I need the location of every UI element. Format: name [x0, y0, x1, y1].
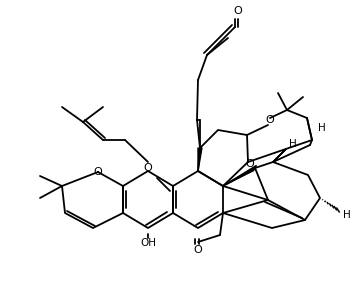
- Text: O: O: [144, 163, 152, 173]
- Text: OH: OH: [140, 238, 156, 248]
- Text: O: O: [233, 6, 243, 16]
- Text: O: O: [194, 245, 202, 255]
- Polygon shape: [223, 165, 256, 186]
- Polygon shape: [273, 148, 286, 162]
- Text: H: H: [318, 123, 326, 133]
- Text: O: O: [246, 159, 254, 169]
- Text: O: O: [266, 115, 274, 125]
- Text: H: H: [289, 139, 297, 149]
- Text: O: O: [94, 167, 102, 177]
- Text: H: H: [343, 210, 351, 220]
- Polygon shape: [198, 148, 202, 171]
